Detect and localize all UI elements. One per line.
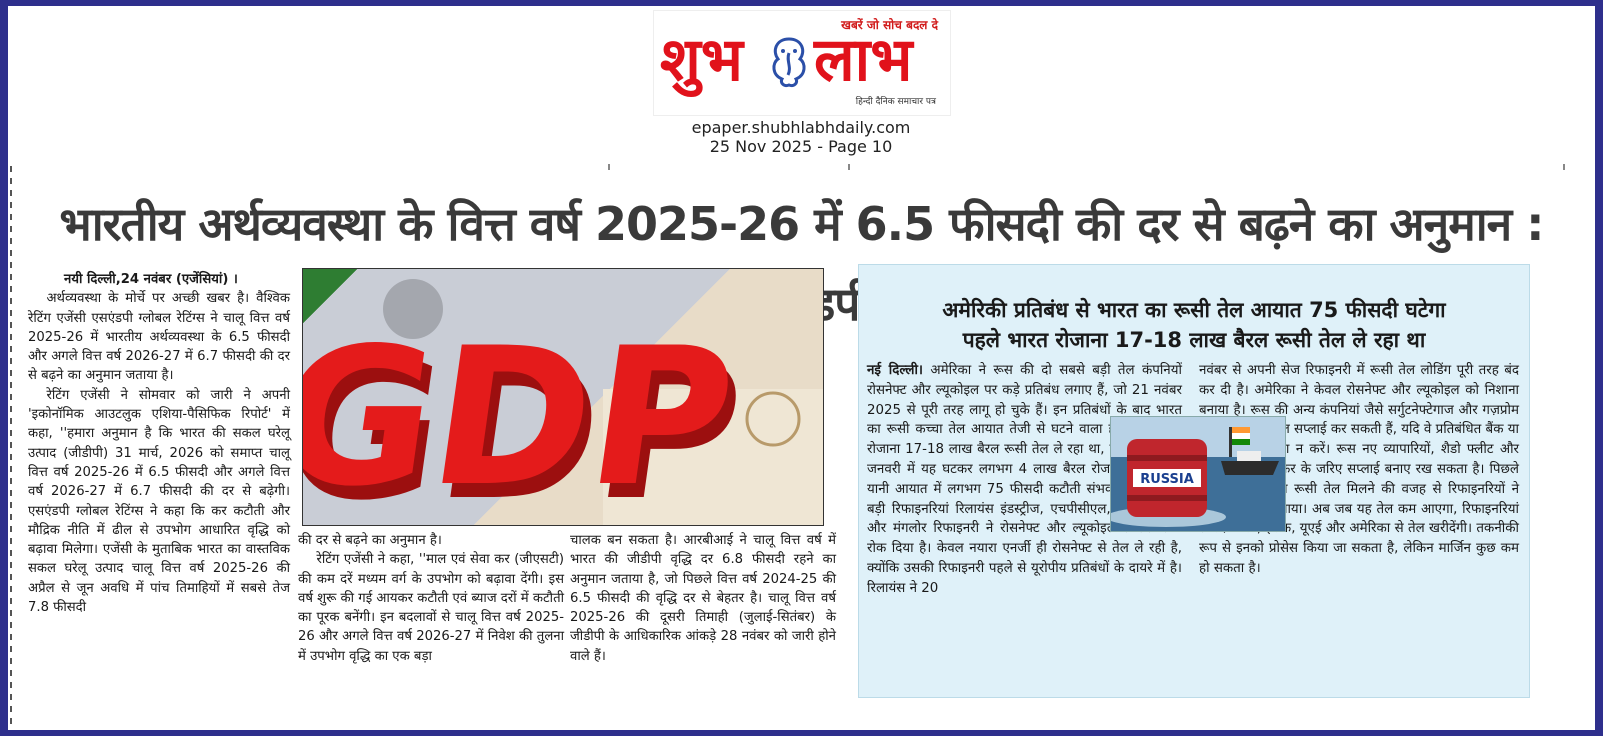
side-col1-text: अमेरिका ने रूस की दो सबसे बड़ी तेल कंपनि…	[867, 363, 1182, 596]
main-article-col3: चालक बन सकता है। आरबीआई ने चालू वित्त वर…	[570, 531, 836, 666]
epaper-page: खबरें जो सोच बदल दे शुभ लाभ हिन्दी दैनिक…	[8, 6, 1595, 730]
gdp-illustration: GDP GDP	[303, 279, 823, 525]
main-dateline: नयी दिल्ली,24 नवंबर (एजेंसियां) ।	[64, 272, 238, 287]
gdp-shadow-text: GDP	[303, 322, 754, 525]
oil-illustration: RUSSIA	[1111, 427, 1279, 527]
main-article-col2: की दर से बढ़ने का अनुमान है। रेटिंग एजें…	[298, 531, 564, 666]
side-headline-1: अमेरिकी प्रतिबंध से भारत का रूसी तेल आया…	[942, 298, 1446, 322]
main-col1-para1: अर्थव्यवस्था के मोर्चे पर अच्छी खबर है। …	[28, 291, 290, 384]
ganesh-icon	[772, 37, 806, 87]
epaper-date-page: 25 Nov 2025 - Page 10	[709, 137, 893, 156]
logo-word-left: शुभ	[660, 25, 743, 95]
oil-barrel-image: RUSSIA	[1110, 416, 1286, 532]
masthead-logo[interactable]: खबरें जो सोच बदल दे शुभ लाभ हिन्दी दैनिक…	[653, 10, 951, 116]
side-headline-2: पहले भारत रोजाना 17-18 लाख बैरल रूसी तेल…	[962, 328, 1426, 352]
russia-label: RUSSIA	[1140, 472, 1194, 487]
gdp-image: GDP GDP	[302, 268, 824, 526]
main-col2-para2: रेटिंग एजेंसी ने कहा, ''माल एवं सेवा कर …	[298, 552, 565, 664]
gdp-text: GDP	[303, 308, 746, 525]
epaper-site[interactable]: epaper.shubhlabhdaily.com	[691, 118, 911, 137]
main-col2-para1: की दर से बढ़ने का अनुमान है।	[298, 533, 442, 548]
side-dateline: नई दिल्ली।	[867, 363, 923, 378]
main-article-col1: नयी दिल्ली,24 नवंबर (एजेंसियां) । अर्थव्…	[28, 270, 290, 617]
left-rule	[10, 166, 12, 726]
masthead-tagline: खबरें जो सोच बदल दे	[841, 18, 938, 32]
top-divider	[8, 164, 1595, 170]
side-article-col1: नई दिल्ली। अमेरिका ने रूस की दो सबसे बड़…	[867, 361, 1182, 599]
main-col1-para2: रेटिंग एजेंसी ने सोमवार को जारी ने अपनी …	[28, 387, 290, 616]
logo-subtitle: हिन्दी दैनिक समाचार पत्र	[855, 97, 936, 107]
main-col3-para1: चालक बन सकता है। आरबीआई ने चालू वित्त वर…	[570, 533, 836, 664]
logo-word-right: लाभ	[814, 25, 913, 95]
